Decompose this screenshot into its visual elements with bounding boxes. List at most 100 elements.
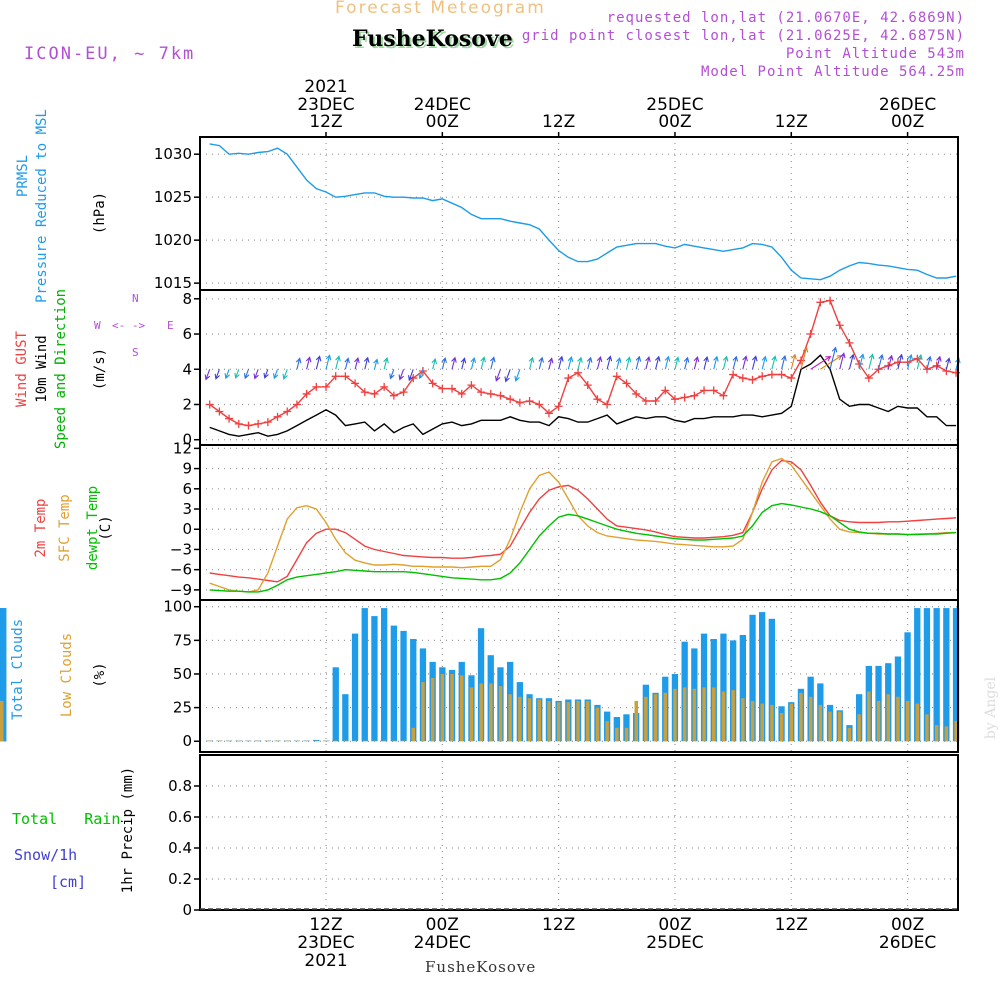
model-altitude: Model Point Altitude 564.25m — [700, 64, 965, 80]
low-cloud-bar — [653, 694, 658, 742]
low-cloud-bar — [217, 740, 222, 742]
low-cloud-bar — [411, 727, 415, 742]
top-hour-label: 12Z — [542, 112, 575, 132]
gust-marker — [341, 372, 350, 381]
low-cloud-bar — [440, 674, 445, 742]
total-cloud-bar — [458, 661, 465, 742]
wind-arrow — [567, 355, 574, 370]
wind-arrow — [407, 369, 414, 382]
low-cloud-bar — [324, 740, 328, 742]
gust-marker — [273, 412, 282, 421]
panel-frame-precip — [199, 754, 959, 911]
bottom-date-label: 26DEC — [879, 933, 936, 953]
precip-unit: 1hr Precip (mm) — [120, 766, 136, 894]
wind-arrow — [586, 356, 593, 370]
wind-arrow — [315, 355, 322, 370]
wind-arrow — [693, 355, 700, 370]
temp2m-line — [209, 459, 957, 583]
gust-marker — [719, 391, 728, 400]
dewpt-line — [209, 502, 957, 593]
clouds-unit: (%) — [92, 662, 108, 688]
total-cloud-bar — [730, 640, 737, 742]
total-cloud-bar — [225, 740, 233, 742]
low-cloud-bar — [576, 700, 580, 742]
wind-arrow — [373, 358, 379, 370]
total-cloud-bar — [361, 608, 368, 742]
gust-line — [209, 299, 957, 427]
low-cloud-bar — [527, 698, 532, 742]
wind-arrow — [335, 355, 341, 370]
total-cloud-bar — [604, 711, 611, 742]
wind-arrow — [771, 355, 777, 370]
total-cloud-bar — [507, 661, 514, 742]
low-cloud-bar — [518, 696, 522, 742]
low-cloud-bar — [702, 687, 706, 742]
low-cloud-bar — [944, 726, 949, 742]
gust-marker — [322, 382, 331, 391]
wind-arrow — [955, 357, 961, 370]
wind-arrow — [470, 356, 477, 370]
gust-marker — [787, 374, 796, 383]
total-cloud-bar — [662, 676, 669, 742]
wind-arrow — [916, 353, 923, 370]
gust-marker — [399, 388, 408, 397]
low-cloud-bar — [925, 714, 929, 742]
low-clouds-label: Low Clouds — [59, 632, 75, 718]
y-tick-label: 75 — [173, 631, 192, 649]
wind-arrow — [514, 369, 521, 382]
y-tick-label: 1015 — [154, 274, 192, 292]
gust-marker — [351, 379, 360, 388]
low-cloud-bar — [353, 740, 357, 742]
total-cloud-bar — [0, 608, 7, 742]
wind-arrow — [761, 355, 768, 370]
total-cloud-bar — [952, 608, 960, 742]
bottom-date-label: 24DEC — [414, 933, 471, 953]
low-cloud-bar — [828, 711, 832, 742]
gust-marker — [448, 384, 457, 393]
low-cloud-bar — [401, 740, 406, 742]
gust-marker — [205, 400, 214, 409]
low-cloud-bar — [256, 740, 260, 742]
y-tick-label: 0.2 — [168, 870, 192, 888]
gust-marker — [603, 400, 612, 409]
wind-arrow — [683, 356, 690, 370]
wind-arrow — [295, 357, 302, 370]
wind-arrow — [528, 356, 535, 370]
temp-unit: (C) — [98, 515, 114, 541]
gust-marker — [263, 418, 272, 427]
total-cloud-bar — [429, 661, 436, 742]
low-cloud-bar — [954, 721, 958, 742]
y-tick-label: 0.4 — [168, 839, 192, 857]
total-cloud-bar — [623, 714, 630, 742]
wind-arrow — [596, 355, 603, 370]
gust-marker — [486, 389, 495, 398]
gust-marker — [292, 400, 301, 409]
top-year-label: 2021 — [304, 77, 347, 97]
low-cloud-bar — [644, 696, 648, 742]
y-tick-label: 3 — [182, 500, 192, 518]
total-cloud-bar — [497, 667, 504, 742]
total-cloud-bar — [700, 633, 708, 742]
wind-arrow — [480, 356, 486, 370]
gust-marker — [884, 361, 893, 370]
low-cloud-bar — [382, 740, 386, 742]
low-cloud-bar — [663, 692, 667, 742]
total-cloud-bar — [720, 633, 727, 742]
y-tick-label: 1025 — [154, 188, 192, 206]
top-date-label: 26DEC — [879, 95, 936, 115]
gust-marker — [942, 367, 951, 376]
total-cloud-bar — [817, 683, 824, 742]
bottom-date-label: 23DEC — [297, 933, 354, 953]
low-cloud-bar — [363, 740, 367, 742]
wind-arrow — [558, 355, 564, 370]
top-hour-label: 12Z — [309, 112, 342, 132]
total-cloud-bar — [933, 608, 940, 742]
gust-marker — [748, 375, 757, 384]
y-tick-label: 0 — [182, 732, 192, 750]
gust-marker — [467, 381, 476, 390]
y-tick-label: −6 — [170, 561, 192, 579]
gust-marker — [864, 374, 873, 383]
gust-marker — [777, 370, 786, 379]
compass-n: N — [132, 292, 139, 305]
